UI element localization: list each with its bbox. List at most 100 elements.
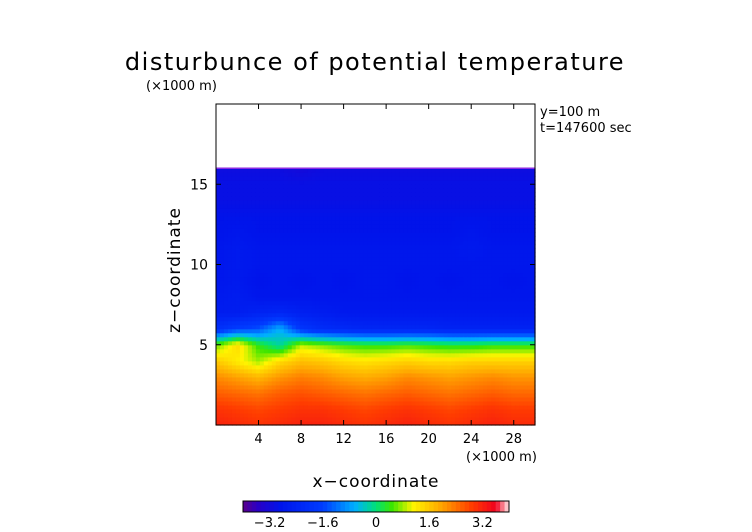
heatmap-cell bbox=[295, 240, 301, 246]
heatmap-cell bbox=[367, 420, 373, 426]
heatmap-cell bbox=[327, 180, 333, 185]
heatmap-cell bbox=[295, 216, 301, 221]
heatmap-cell bbox=[439, 200, 444, 205]
heatmap-cell bbox=[435, 264, 440, 270]
heatmap-cell bbox=[231, 316, 237, 322]
heatmap-cell bbox=[259, 352, 265, 358]
heatmap-cell bbox=[455, 260, 460, 266]
heatmap-cell bbox=[479, 272, 484, 278]
heatmap-cell bbox=[327, 296, 333, 302]
heatmap-cell bbox=[243, 240, 249, 246]
heatmap-cell bbox=[335, 220, 341, 225]
heatmap-cell bbox=[519, 416, 524, 422]
heatmap-cell bbox=[407, 368, 412, 374]
heatmap-cell bbox=[335, 368, 341, 374]
heatmap-cell bbox=[487, 348, 492, 354]
heatmap-cell bbox=[387, 196, 393, 201]
heatmap-cell bbox=[315, 328, 321, 334]
heatmap-cell bbox=[415, 276, 420, 282]
heatmap-cell bbox=[243, 412, 249, 418]
heatmap-cell bbox=[319, 188, 325, 193]
heatmap-cell bbox=[271, 364, 277, 370]
heatmap-cell bbox=[403, 332, 408, 338]
heatmap-cell bbox=[499, 380, 504, 386]
heatmap-cell bbox=[471, 196, 476, 201]
heatmap-cell bbox=[255, 192, 261, 197]
heatmap-cell bbox=[319, 228, 325, 233]
heatmap-cell bbox=[295, 336, 301, 342]
heatmap-cell bbox=[303, 384, 309, 390]
heatmap-cell bbox=[367, 216, 373, 221]
heatmap-cell bbox=[243, 220, 249, 225]
heatmap-cell bbox=[491, 200, 496, 205]
heatmap-cell bbox=[263, 308, 269, 314]
heatmap-cell bbox=[355, 228, 361, 233]
heatmap-cell bbox=[479, 216, 484, 221]
heatmap-cell bbox=[427, 384, 432, 390]
heatmap-cell bbox=[503, 228, 508, 233]
heatmap-cell bbox=[519, 324, 524, 330]
heatmap-cell bbox=[443, 216, 448, 221]
heatmap-cell bbox=[323, 232, 329, 238]
heatmap-cell bbox=[435, 420, 440, 426]
heatmap-cell bbox=[351, 412, 357, 418]
heatmap-cell bbox=[216, 196, 221, 201]
heatmap-cell bbox=[247, 384, 253, 390]
heatmap-cell bbox=[247, 368, 253, 374]
heatmap-cell bbox=[295, 252, 301, 258]
heatmap-cell bbox=[479, 388, 484, 394]
heatmap-cell bbox=[411, 192, 416, 197]
heatmap-cell bbox=[523, 400, 528, 406]
heatmap-cell bbox=[243, 224, 249, 229]
heatmap-cell bbox=[383, 228, 389, 233]
heatmap-cell bbox=[431, 308, 436, 314]
heatmap-cell bbox=[351, 172, 357, 177]
heatmap-cell bbox=[307, 376, 313, 382]
heatmap-cell bbox=[315, 240, 321, 246]
heatmap-cell bbox=[287, 408, 293, 414]
heatmap-cell bbox=[479, 416, 484, 422]
heatmap-cell bbox=[247, 420, 253, 426]
heatmap-cell bbox=[291, 412, 297, 418]
heatmap-cell bbox=[295, 364, 301, 370]
heatmap-cell bbox=[275, 212, 281, 217]
heatmap-cell bbox=[335, 264, 341, 270]
heatmap-cell bbox=[331, 324, 337, 330]
heatmap-cell bbox=[455, 420, 460, 426]
heatmap-cell bbox=[279, 348, 285, 354]
heatmap-cell bbox=[219, 188, 225, 193]
heatmap-cell bbox=[263, 280, 269, 286]
heatmap-cell bbox=[287, 188, 293, 193]
heatmap-cell bbox=[283, 388, 289, 394]
heatmap-cell bbox=[431, 244, 436, 250]
heatmap-cell bbox=[371, 168, 377, 173]
heatmap-cell bbox=[455, 392, 460, 398]
heatmap-cell bbox=[263, 336, 269, 342]
heatmap-cell bbox=[255, 364, 261, 370]
heatmap-cell bbox=[439, 360, 444, 366]
heatmap-cell bbox=[467, 308, 472, 314]
heatmap-cell bbox=[367, 252, 373, 258]
heatmap-cell bbox=[371, 216, 377, 221]
heatmap-cell bbox=[271, 184, 277, 189]
heatmap-cell bbox=[427, 272, 432, 278]
heatmap-cell bbox=[271, 284, 277, 290]
heatmap-cell bbox=[275, 412, 281, 418]
heatmap-cell bbox=[299, 304, 305, 310]
heatmap-cell bbox=[447, 328, 452, 334]
heatmap-cell bbox=[251, 224, 257, 229]
heatmap-cell bbox=[367, 300, 373, 306]
heatmap-cell bbox=[227, 248, 233, 254]
heatmap-cell bbox=[247, 396, 253, 402]
heatmap-cell bbox=[295, 384, 301, 390]
heatmap-cell bbox=[255, 260, 261, 266]
heatmap-cell bbox=[347, 312, 353, 318]
heatmap-cell bbox=[443, 380, 448, 386]
heatmap-cell bbox=[447, 256, 452, 262]
heatmap-cell bbox=[259, 412, 265, 418]
heatmap-cell bbox=[503, 196, 508, 201]
heatmap-cell bbox=[403, 316, 408, 322]
heatmap-cell bbox=[383, 296, 389, 302]
heatmap-cell bbox=[355, 300, 361, 306]
heatmap-cell bbox=[455, 256, 460, 262]
